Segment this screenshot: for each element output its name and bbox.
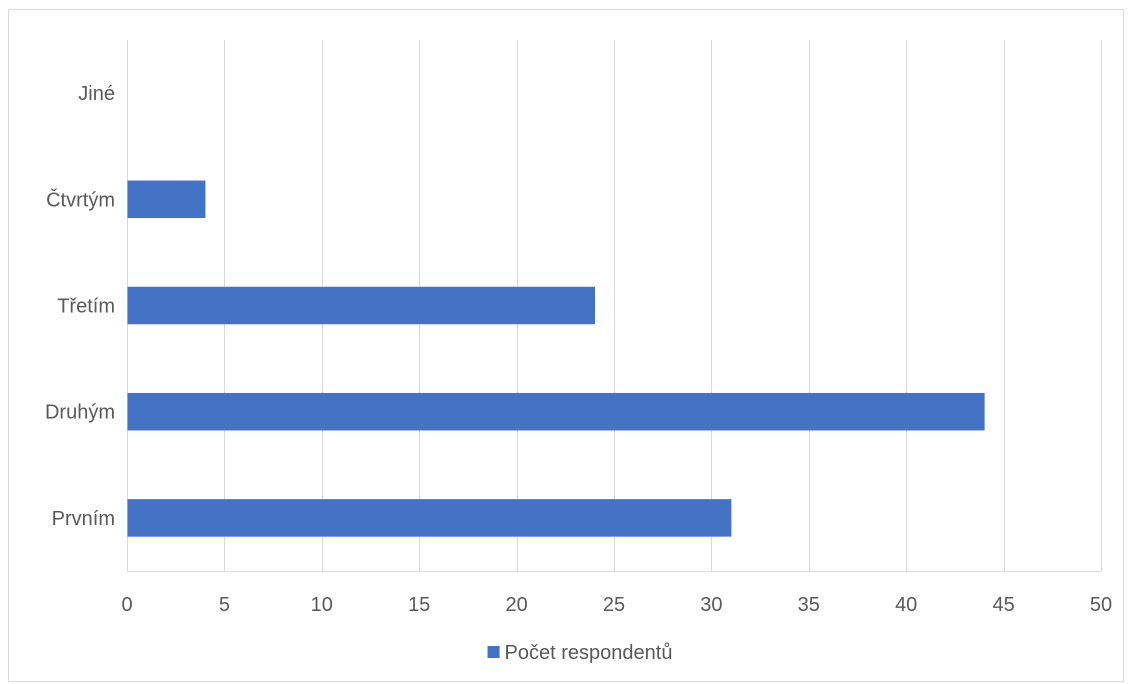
category-label: Třetím xyxy=(57,296,115,318)
legend-label: Počet respondentů xyxy=(505,642,673,664)
x-tick-labels: 0 5 10 15 20 25 30 35 40 45 50 xyxy=(121,594,1112,616)
bar-ctvrtym xyxy=(127,180,206,219)
x-tick-label: 50 xyxy=(1090,594,1112,616)
category-label: Jiné xyxy=(78,83,115,105)
category-labels: Prvním Druhým Třetím Čtvrtým Jiné xyxy=(45,83,115,530)
x-tick-label: 35 xyxy=(798,594,820,616)
x-tick-label: 25 xyxy=(603,594,625,616)
category-label: Čtvrtým xyxy=(46,188,115,211)
x-tick-label: 15 xyxy=(408,594,430,616)
bars xyxy=(127,180,985,537)
x-tick-label: 10 xyxy=(311,594,333,616)
category-label: Druhým xyxy=(45,402,115,424)
x-tick-label: 5 xyxy=(219,594,230,616)
bar-prvnim xyxy=(127,499,732,537)
bar-druhym xyxy=(127,392,985,431)
x-tick-label: 0 xyxy=(121,594,132,616)
x-tick-label: 20 xyxy=(505,594,527,616)
x-tick-label: 30 xyxy=(700,594,722,616)
x-tick-label: 45 xyxy=(992,594,1014,616)
legend-swatch xyxy=(487,646,500,658)
category-label: Prvním xyxy=(52,508,115,530)
x-tick-label: 40 xyxy=(895,594,917,616)
chart-border xyxy=(8,9,1124,682)
bar-tretim xyxy=(127,286,596,325)
legend: Počet respondentů xyxy=(487,642,673,664)
